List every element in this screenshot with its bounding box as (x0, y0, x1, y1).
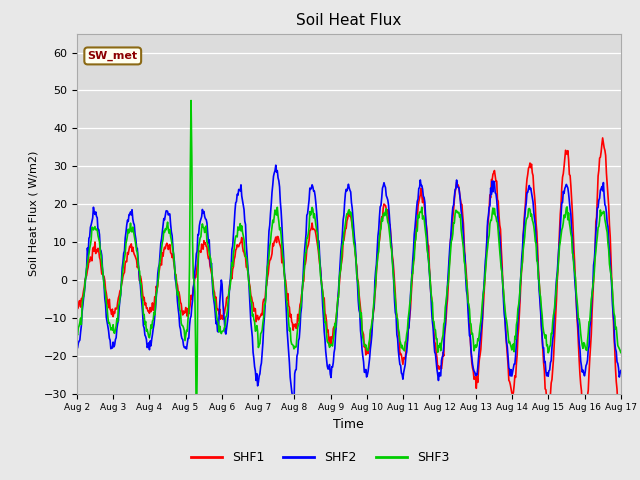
SHF1 (73, 302, 81, 308)
SHF1 (223, 295, 230, 301)
SHF3 (617, 349, 625, 355)
SHF1 (139, 291, 147, 297)
SHF2 (433, 359, 440, 364)
Line: SHF1: SHF1 (77, 138, 621, 426)
SHF1 (194, 260, 202, 266)
SHF1 (617, 423, 625, 429)
SHF3 (433, 336, 440, 342)
SHF1 (83, 273, 90, 278)
SHF2 (139, 311, 147, 316)
Line: SHF3: SHF3 (77, 100, 621, 434)
SHF1 (599, 135, 607, 141)
SHF3 (193, 431, 200, 437)
SHF1 (431, 340, 438, 346)
SHF3 (196, 240, 204, 246)
SHF3 (73, 330, 81, 336)
SHF3 (188, 97, 195, 103)
SHF2 (194, 231, 202, 237)
SHF2 (290, 404, 298, 409)
Legend: SHF1, SHF2, SHF3: SHF1, SHF2, SHF3 (186, 446, 454, 469)
Title: Soil Heat Flux: Soil Heat Flux (296, 13, 401, 28)
X-axis label: Time: Time (333, 418, 364, 431)
SHF3 (417, 209, 424, 215)
SHF2 (417, 177, 424, 183)
Y-axis label: Soil Heat Flux ( W/m2): Soil Heat Flux ( W/m2) (28, 151, 38, 276)
SHF3 (139, 296, 147, 302)
SHF2 (223, 325, 230, 331)
SHF2 (617, 368, 625, 373)
SHF2 (272, 162, 280, 168)
SHF3 (224, 299, 232, 305)
Text: SW_met: SW_met (88, 51, 138, 61)
SHF2 (83, 264, 90, 270)
Line: SHF2: SHF2 (77, 165, 621, 407)
SHF3 (83, 265, 90, 271)
SHF2 (73, 346, 81, 352)
SHF1 (415, 199, 422, 204)
